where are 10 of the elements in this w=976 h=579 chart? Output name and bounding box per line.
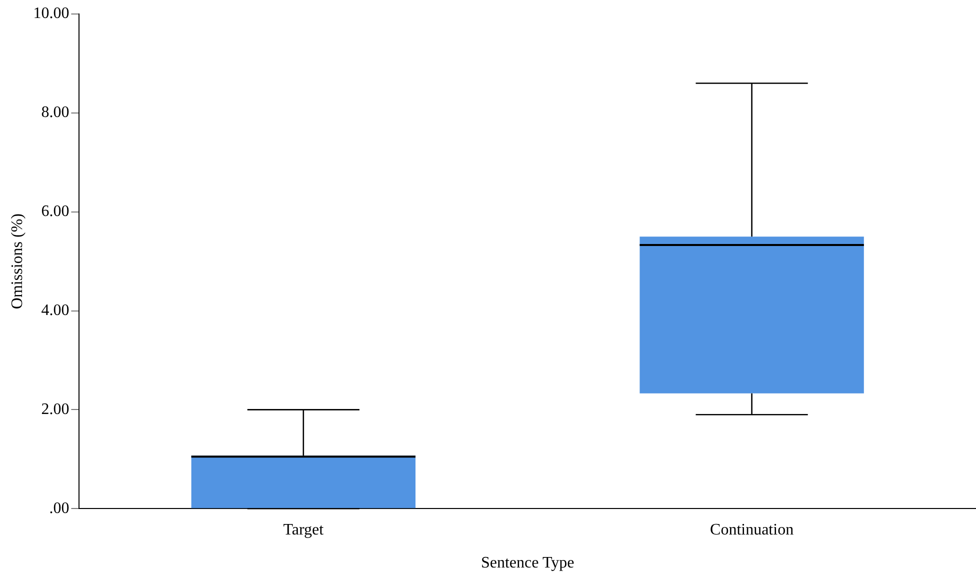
y-axis-title: Omissions (%) [8,214,26,310]
y-tick-label: 4.00 [41,302,70,319]
y-tick-label: 8.00 [41,104,70,122]
y-tick-label: .00 [49,500,70,517]
x-axis-title: Sentence Type [480,554,574,572]
x-tick-label: Continuation [710,521,794,538]
y-tick-label: 2.00 [41,400,70,418]
y-tick-label: 6.00 [41,203,70,220]
x-tick-label: Target [283,521,324,538]
y-tick-label: 10.00 [33,5,70,22]
